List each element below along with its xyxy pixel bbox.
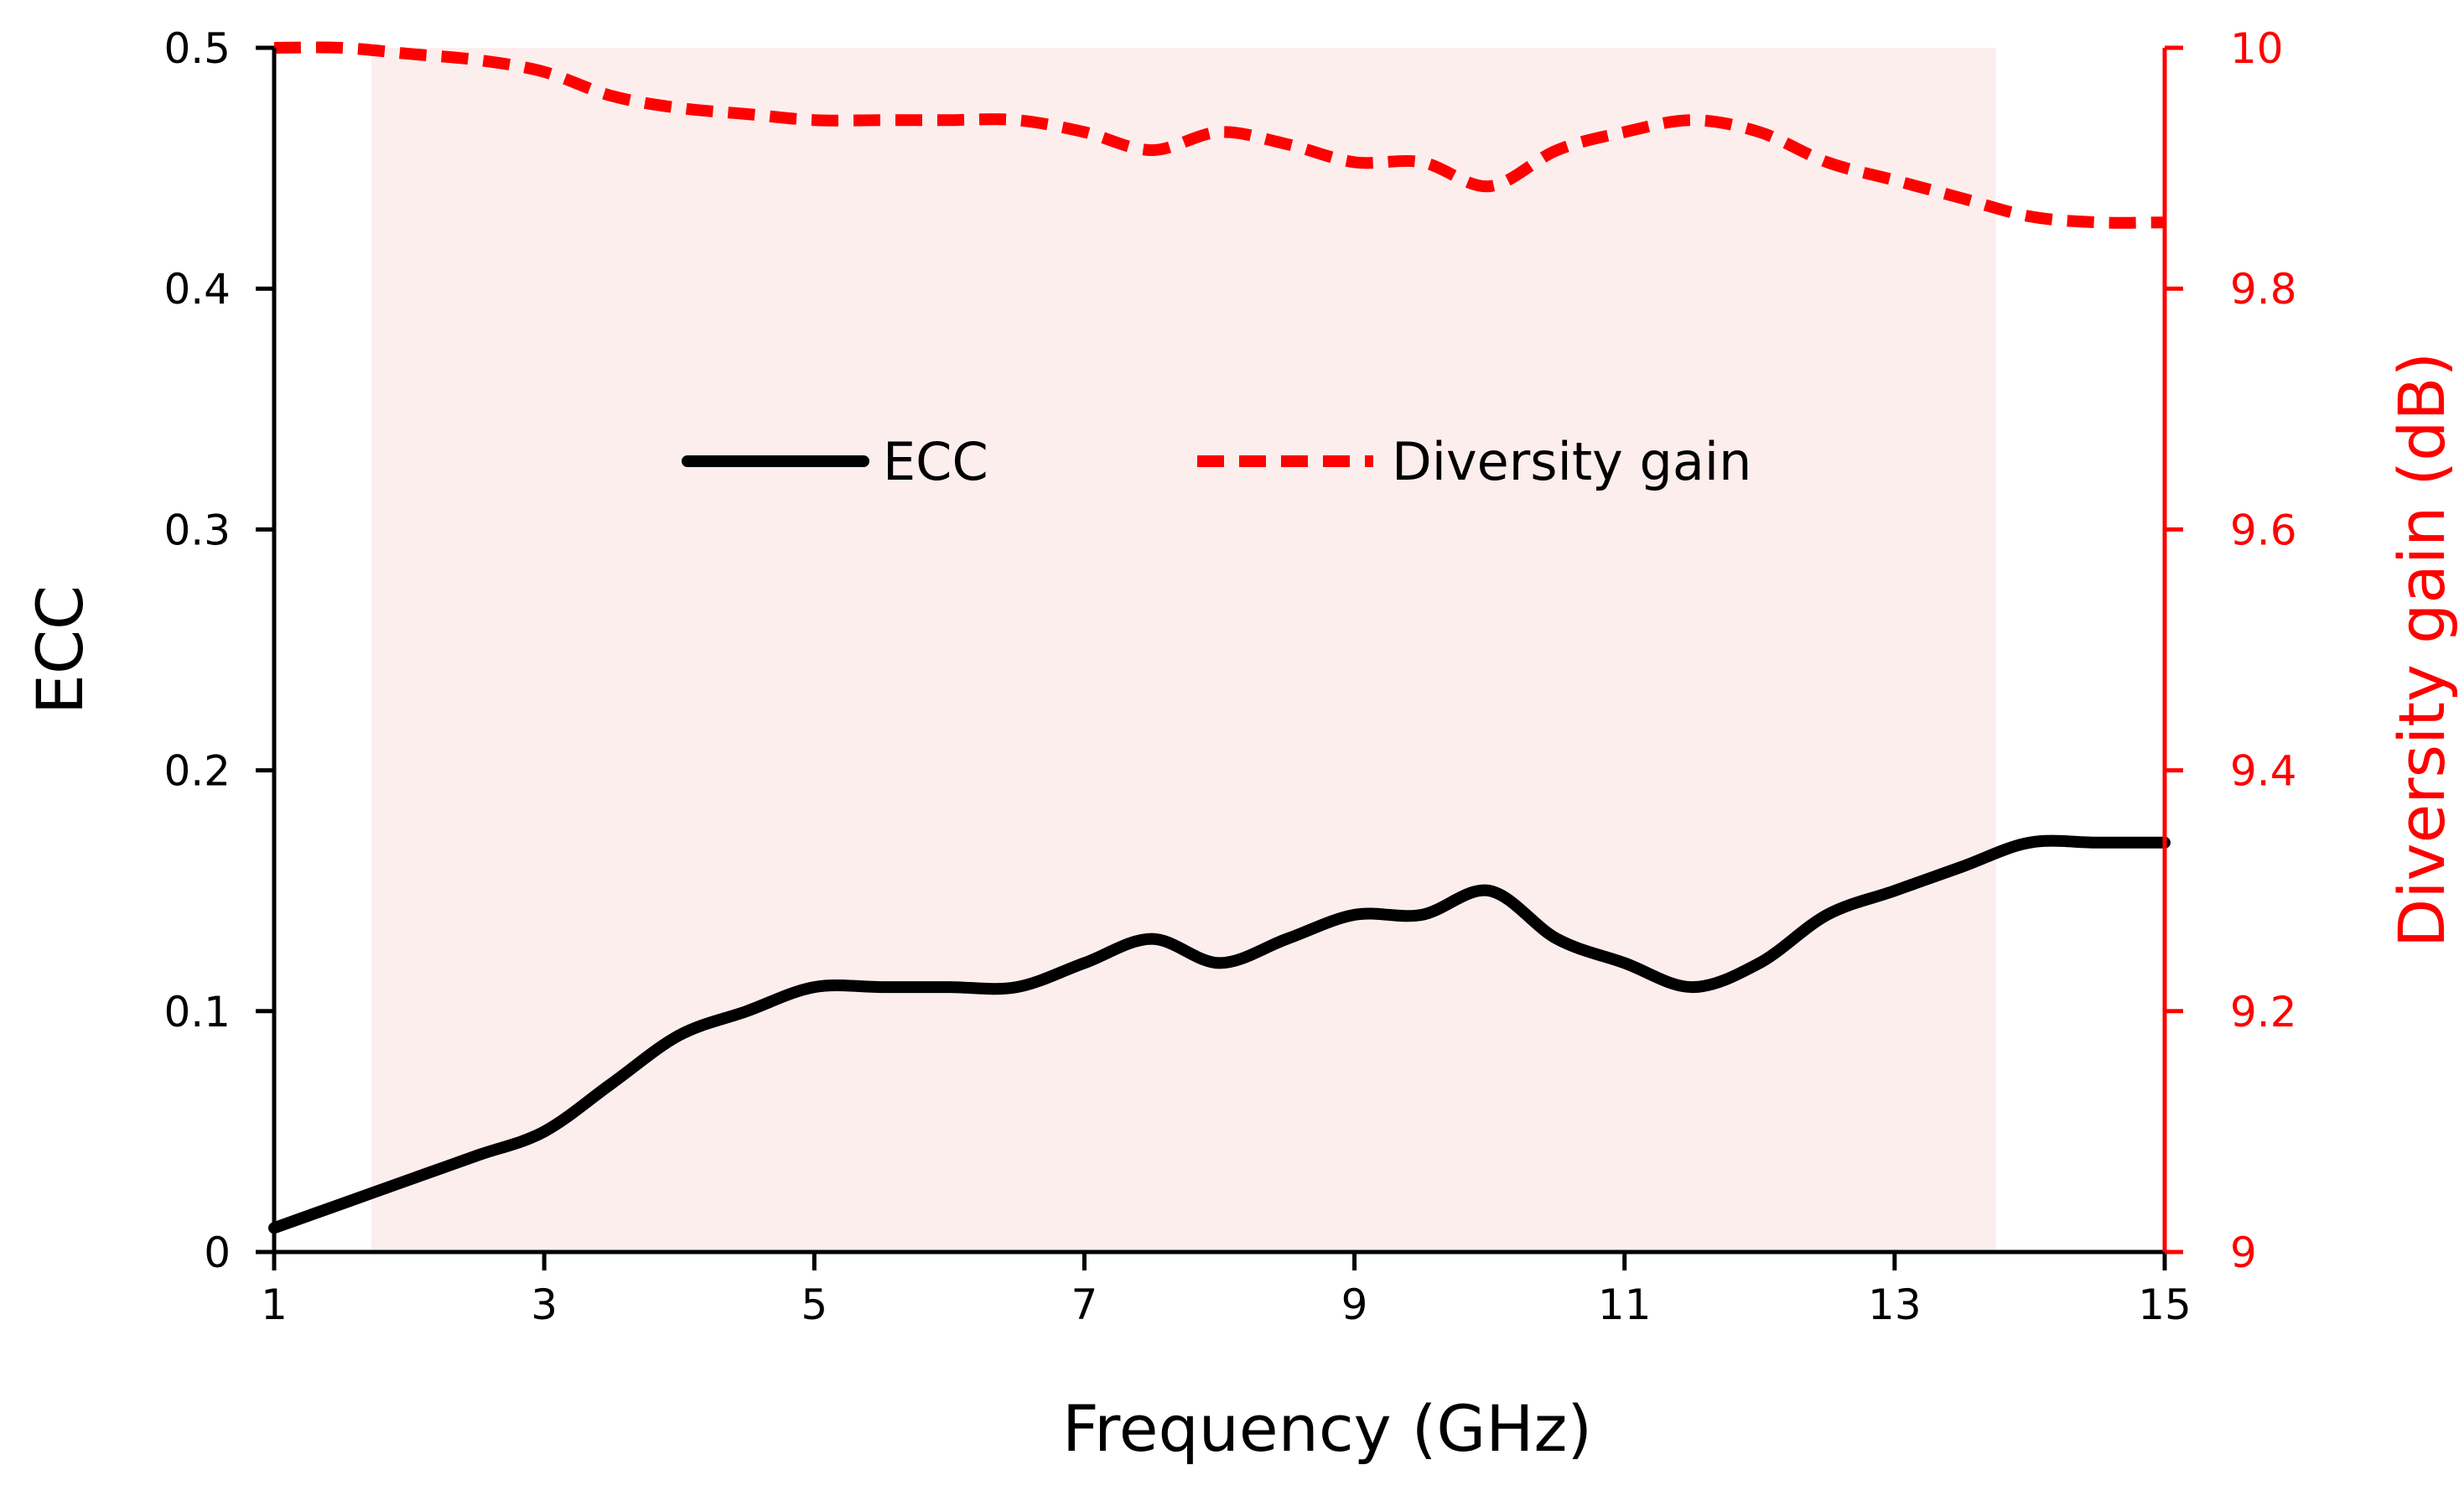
x-tick-label: 15 [2138, 1281, 2192, 1329]
y-right-tick-label: 9.2 [2230, 988, 2297, 1036]
y-right-tick-label: 9.4 [2230, 747, 2297, 796]
x-tick-label: 9 [1341, 1281, 1368, 1329]
y-right-tick-label: 9 [2230, 1229, 2257, 1277]
y-left-tick-label: 0.4 [163, 265, 231, 314]
x-tick-label: 3 [531, 1281, 558, 1329]
y-right-axis-title: Diversity gain (dB) [2384, 352, 2459, 948]
y-right-tick-label: 9.6 [2230, 506, 2297, 554]
legend: ECC Diversity gain [682, 431, 1751, 492]
legend-ecc-label: ECC [883, 431, 988, 492]
x-axis-title: Frequency (GHz) [1062, 1391, 1592, 1466]
y-left-tick-label: 0 [204, 1229, 231, 1277]
y-left-tick-label: 0.2 [163, 747, 231, 796]
x-tick-label: 1 [261, 1281, 288, 1329]
ticks-layer: 1 3 5 7 9 11 13 1500.10.20.30.40.599.29.49.69.8… [163, 24, 2296, 1329]
x-tick-label: 13 [1868, 1281, 1922, 1329]
shaded-band [371, 48, 1996, 1252]
y-right-tick-label: 9.8 [2230, 265, 2297, 314]
y-left-axis-title: ECC [23, 585, 97, 714]
y-left-tick-label: 0.3 [163, 506, 231, 554]
y-left-tick-label: 0.1 [163, 988, 231, 1036]
y-left-tick-label: 0.5 [163, 24, 231, 73]
series-line-diversity-gain [273, 41, 2166, 229]
x-tick-label: 5 [801, 1281, 827, 1329]
y-right-tick-label: 10 [2230, 24, 2284, 73]
x-tick-label: 11 [1598, 1281, 1652, 1329]
series-layer [268, 41, 2171, 1234]
x-tick-label: 7 [1071, 1281, 1098, 1329]
legend-diversity-gain-label: Diversity gain [1392, 431, 1751, 492]
series-line-ecc [268, 834, 2171, 1234]
